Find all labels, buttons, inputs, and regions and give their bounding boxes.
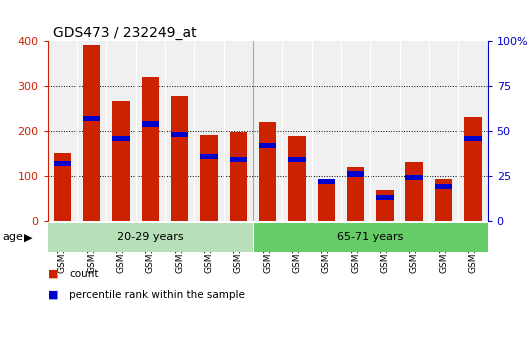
Bar	[83, 45, 101, 221]
Bar	[464, 117, 482, 221]
Bar	[200, 154, 218, 159]
Bar	[83, 116, 101, 121]
Text: count: count	[69, 269, 99, 279]
Bar	[253, 223, 488, 252]
Bar	[48, 223, 253, 252]
Bar	[229, 157, 247, 162]
Bar	[171, 96, 189, 221]
Bar	[376, 195, 394, 200]
Bar	[171, 132, 189, 137]
Bar	[54, 161, 71, 166]
Bar	[259, 122, 277, 221]
Text: 20-29 years: 20-29 years	[117, 232, 184, 242]
Bar	[347, 171, 365, 177]
Bar	[317, 183, 335, 221]
Text: ■: ■	[48, 269, 58, 279]
Text: age: age	[3, 232, 23, 242]
Bar	[347, 167, 365, 221]
Bar	[435, 184, 453, 189]
Bar	[376, 190, 394, 221]
Bar	[405, 175, 423, 180]
Bar	[142, 121, 159, 127]
Bar	[288, 157, 306, 162]
Text: percentile rank within the sample: percentile rank within the sample	[69, 290, 245, 300]
Bar	[317, 179, 335, 184]
Bar	[464, 136, 482, 141]
Bar	[259, 143, 277, 148]
Bar	[229, 132, 247, 221]
Bar	[112, 136, 130, 141]
Text: ■: ■	[48, 290, 58, 300]
Bar	[435, 179, 453, 221]
Text: 65-71 years: 65-71 years	[337, 232, 403, 242]
Bar	[54, 152, 71, 221]
Bar	[112, 101, 130, 221]
Bar	[405, 161, 423, 221]
Bar	[142, 77, 159, 221]
Text: ▶: ▶	[24, 232, 32, 242]
Bar	[200, 135, 218, 221]
Text: GDS473 / 232249_at: GDS473 / 232249_at	[53, 26, 197, 40]
Bar	[288, 136, 306, 221]
